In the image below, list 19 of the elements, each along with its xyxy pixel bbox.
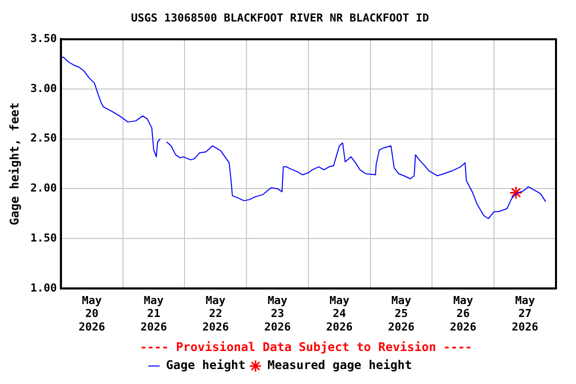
chart-title: USGS 13068500 BLACKFOOT RIVER NR BLACKFOOT ID: [130, 11, 430, 24]
x-tick-label: May 26 2026: [450, 294, 477, 334]
x-tick-label: May 25 2026: [388, 294, 415, 334]
x-tick-label: May 23 2026: [264, 294, 292, 334]
y-tick-label: 3.00: [30, 82, 57, 95]
x-tick-label: May 20 2026: [78, 294, 106, 334]
y-tick-label: 3.50: [30, 32, 57, 46]
x-tick-label: May 22 2026: [202, 294, 230, 334]
x-tick-label: May 24 2026: [326, 294, 354, 334]
y-axis-title: Gage height, feet: [7, 102, 22, 226]
text: ---- Provisional Data Subject to Revision ----: [140, 340, 472, 354]
x-tick-label: May 27 2026: [512, 294, 539, 334]
y-tick-label: 2.00: [30, 182, 57, 195]
y-tick-label: 1.50: [30, 231, 57, 244]
y-tick-label: 1.00: [30, 281, 57, 294]
y-tick-label: 2.50: [30, 132, 57, 145]
x-tick-label: May 21 2026: [140, 294, 168, 334]
legend-label: Gage height: [166, 358, 246, 372]
legend-label: Measured gage height: [267, 358, 412, 372]
